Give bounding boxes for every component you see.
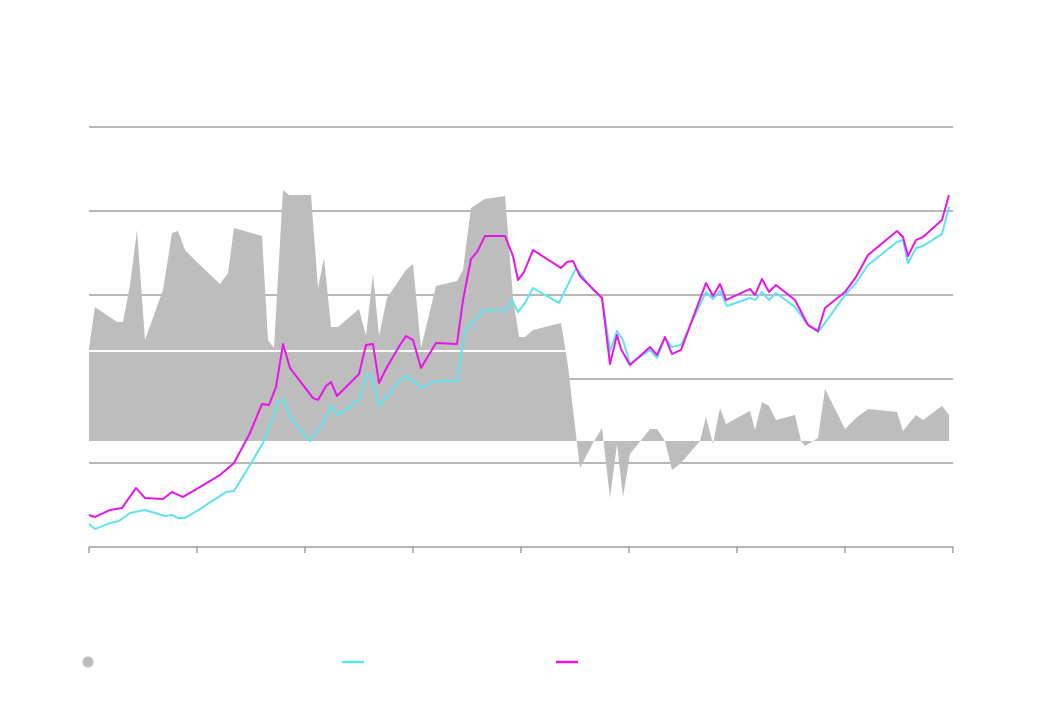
legend-marker: [82, 656, 94, 668]
line: [88, 194, 950, 518]
area: [89, 190, 949, 498]
legend: [82, 656, 578, 668]
plot-area: [88, 126, 954, 553]
line: [88, 206, 950, 530]
